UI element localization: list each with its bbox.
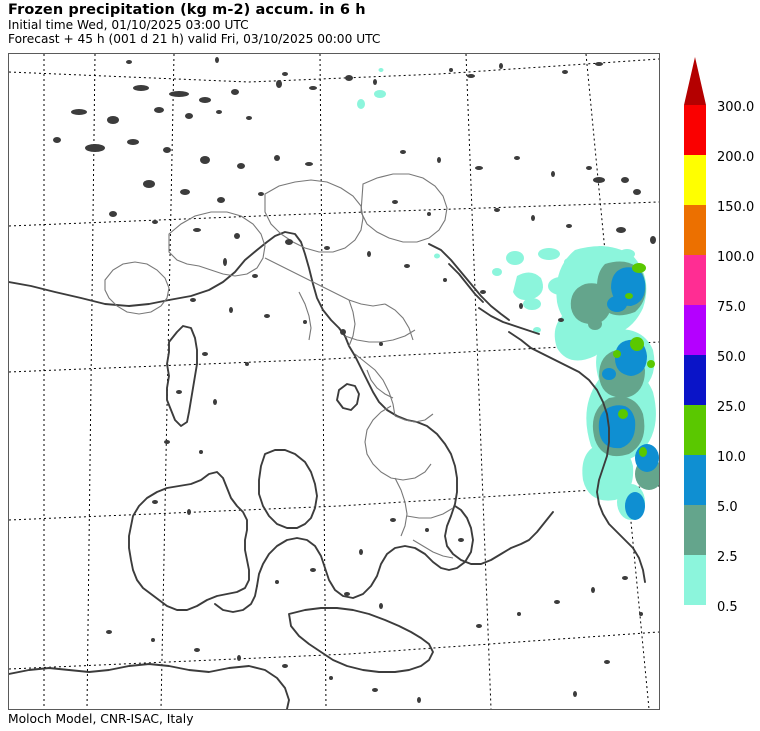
colorbar-overflow-arrow — [684, 57, 706, 105]
header-block: Frozen precipitation (kg m-2) accum. in … — [8, 2, 658, 46]
colorbar-band-25.0 — [684, 405, 706, 455]
colorbar-band-5.0 — [684, 505, 706, 555]
colorbar-label-200.0: 200.0 — [717, 150, 755, 165]
colorbar-band-100.0 — [684, 255, 706, 305]
colorbar-label-300.0: 300.0 — [717, 100, 755, 115]
colorbar-label-10.0: 10.0 — [717, 450, 746, 465]
coastlines — [9, 231, 646, 709]
colorbar-bands[interactable] — [684, 105, 706, 655]
administrative-borders — [104, 173, 454, 559]
map-panel[interactable] — [8, 53, 660, 710]
colorbar-label-5.0: 5.0 — [717, 500, 738, 515]
colorbar-band-200.0 — [684, 155, 706, 205]
colorbar-band-150.0 — [684, 205, 706, 255]
gridlines — [9, 54, 659, 709]
precipitation-field — [357, 68, 659, 520]
colorbar-band-75.0 — [684, 305, 706, 355]
terrain-speckles — [53, 57, 656, 703]
colorbar-label-75.0: 75.0 — [717, 300, 746, 315]
colorbar[interactable]: 300.0 200.0 150.0 100.0 75.0 50.0 25.0 10.0 5.0 2… — [681, 55, 756, 665]
colorbar-label-2.5: 2.5 — [717, 550, 738, 565]
colorbar-label-150.0: 150.0 — [717, 200, 755, 215]
colorbar-label-25.0: 25.0 — [717, 400, 746, 415]
page-title: Frozen precipitation (kg m-2) accum. in … — [8, 2, 366, 18]
colorbar-band-10.0 — [684, 455, 706, 505]
colorbar-label-100.0: 100.0 — [717, 250, 755, 265]
colorbar-label-0.5: 0.5 — [717, 600, 738, 615]
map-graphic — [9, 54, 659, 709]
colorbar-band-50.0 — [684, 355, 706, 405]
colorbar-band-300.0 — [684, 105, 706, 155]
forecast-line: Forecast + 45 h (001 d 21 h) valid Fri, … — [8, 31, 381, 46]
footer-credit: Moloch Model, CNR-ISAC, Italy — [8, 712, 194, 726]
initial-time-line: Initial time Wed, 01/10/2025 03:00 UTC — [8, 18, 249, 32]
colorbar-label-50.0: 50.0 — [717, 350, 746, 365]
colorbar-band-2.5 — [684, 555, 706, 605]
